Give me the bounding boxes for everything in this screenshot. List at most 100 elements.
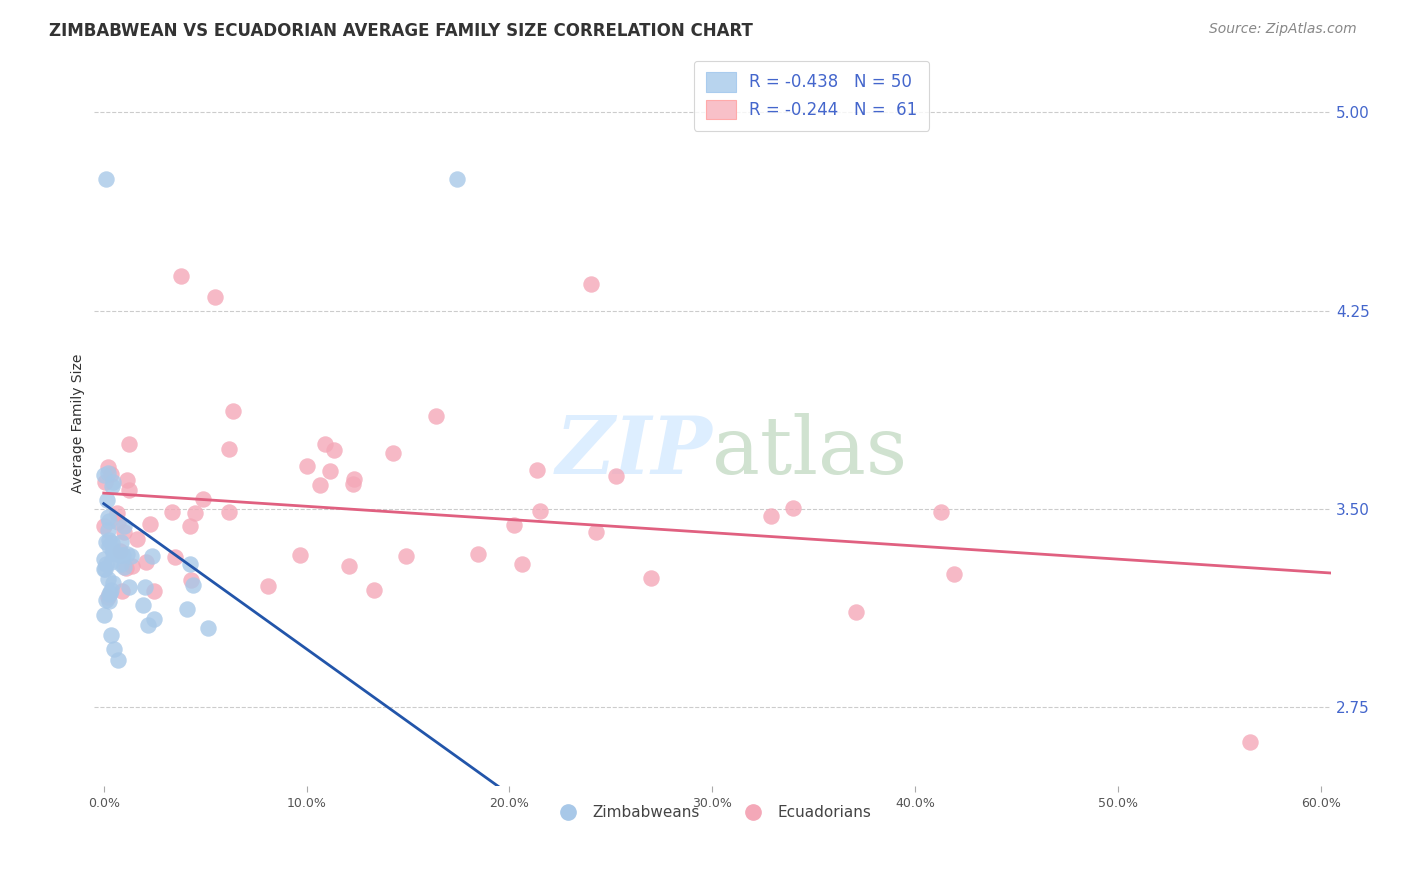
Point xyxy=(218,442,240,457)
Point xyxy=(96,535,118,549)
Point xyxy=(111,584,134,599)
Point xyxy=(97,460,120,475)
Point xyxy=(112,548,135,562)
Point xyxy=(381,446,404,460)
Point xyxy=(101,475,124,490)
Point xyxy=(110,548,132,562)
Point xyxy=(93,518,115,533)
Point xyxy=(100,467,122,481)
Point xyxy=(98,515,121,529)
Point xyxy=(163,549,186,564)
Point xyxy=(112,519,135,533)
Text: atlas: atlas xyxy=(713,413,907,491)
Point xyxy=(309,478,332,492)
Point xyxy=(115,561,138,575)
Point xyxy=(425,409,447,424)
Point xyxy=(93,468,115,483)
Point xyxy=(94,562,117,576)
Point xyxy=(110,557,132,571)
Point xyxy=(467,547,489,561)
Point xyxy=(605,469,627,483)
Point xyxy=(97,572,120,586)
Point xyxy=(112,524,135,539)
Point xyxy=(179,519,201,533)
Point xyxy=(118,483,141,497)
Point xyxy=(103,642,125,657)
Point xyxy=(115,473,138,487)
Point xyxy=(503,517,526,532)
Point xyxy=(323,443,346,458)
Y-axis label: Average Family Size: Average Family Size xyxy=(72,353,86,492)
Point xyxy=(337,558,360,573)
Point xyxy=(121,558,143,573)
Point xyxy=(98,586,121,600)
Point xyxy=(98,587,121,601)
Text: ZIMBABWEAN VS ECUADORIAN AVERAGE FAMILY SIZE CORRELATION CHART: ZIMBABWEAN VS ECUADORIAN AVERAGE FAMILY … xyxy=(49,22,754,40)
Point xyxy=(181,578,204,592)
Text: Source: ZipAtlas.com: Source: ZipAtlas.com xyxy=(1209,22,1357,37)
Point xyxy=(134,580,156,594)
Point xyxy=(94,171,117,186)
Point xyxy=(931,506,953,520)
Point xyxy=(125,532,148,546)
Point xyxy=(222,404,245,418)
Point xyxy=(120,549,142,563)
Point xyxy=(179,557,201,571)
Point xyxy=(100,555,122,569)
Point xyxy=(97,590,120,604)
Point xyxy=(97,466,120,480)
Point xyxy=(97,523,120,537)
Point xyxy=(512,557,534,571)
Point xyxy=(94,475,117,489)
Point xyxy=(218,504,240,518)
Point xyxy=(318,464,340,478)
Point xyxy=(100,479,122,493)
Point xyxy=(141,549,163,563)
Point xyxy=(761,509,783,524)
Point xyxy=(101,545,124,559)
Point xyxy=(160,505,183,519)
Point xyxy=(97,509,120,524)
Point xyxy=(446,171,468,186)
Point xyxy=(204,291,226,305)
Point xyxy=(93,551,115,566)
Point xyxy=(257,579,280,593)
Point xyxy=(143,612,166,626)
Point xyxy=(112,560,135,574)
Point xyxy=(342,477,364,491)
Point xyxy=(118,580,141,594)
Point xyxy=(297,459,319,474)
Point xyxy=(1239,734,1261,748)
Point xyxy=(585,525,607,540)
Point xyxy=(97,533,120,547)
Point xyxy=(526,463,548,477)
Point xyxy=(93,561,115,575)
Point xyxy=(314,436,336,450)
Point xyxy=(136,618,159,632)
Point xyxy=(131,598,153,612)
Point xyxy=(845,605,868,619)
Point xyxy=(107,515,129,529)
Point xyxy=(98,594,121,608)
Point xyxy=(640,571,662,585)
Point xyxy=(93,607,115,622)
Point xyxy=(97,539,120,553)
Point xyxy=(105,506,128,520)
Point xyxy=(101,536,124,550)
Point xyxy=(117,547,139,561)
Point xyxy=(108,544,131,558)
Point xyxy=(118,436,141,450)
Point xyxy=(107,653,129,667)
Point xyxy=(197,621,219,635)
Point xyxy=(180,573,202,587)
Point xyxy=(100,627,122,641)
Point xyxy=(142,584,165,599)
Point xyxy=(288,548,311,562)
Point xyxy=(100,582,122,597)
Text: ZIP: ZIP xyxy=(555,413,713,491)
Point xyxy=(176,602,198,616)
Point xyxy=(103,543,125,558)
Point xyxy=(135,555,157,569)
Point xyxy=(363,582,385,597)
Point xyxy=(96,493,118,508)
